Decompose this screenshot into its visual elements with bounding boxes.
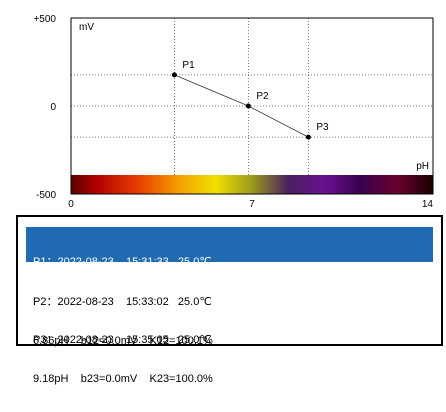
chart-svg: P1 P2 P3 +500 0 -500 0 7 14 mV pH bbox=[33, 14, 434, 210]
x-tick-label: 7 bbox=[249, 199, 255, 210]
x-tick-label: 14 bbox=[422, 199, 434, 210]
entry-p3-line1: P3：2022-08-23 15:35:05 25.0℃ bbox=[33, 334, 212, 346]
entry-p1-line1: P1：2022-08-23 15:31:33 25.0℃ bbox=[33, 256, 212, 268]
entry-p3-line2: 9.18pH b23=0.0mV K23=100.0% bbox=[33, 373, 213, 385]
x-tick-label: 0 bbox=[68, 199, 74, 210]
point-label-p3: P3 bbox=[316, 122, 329, 133]
calibration-list: P1：2022-08-23 15:31:33 25.0℃ 4.00pH P2：2… bbox=[16, 215, 443, 385]
plot-frame bbox=[70, 17, 434, 195]
point-p3 bbox=[305, 134, 311, 140]
point-p2 bbox=[245, 103, 251, 109]
calibration-entry-p1[interactable]: P1：2022-08-23 15:31:33 25.0℃ 4.00pH bbox=[26, 227, 433, 307]
point-label-p1: P1 bbox=[182, 60, 195, 71]
calibration-entry-p3[interactable]: P3：2022-08-23 15:35:05 25.0℃ 9.18pH b23=… bbox=[26, 305, 433, 385]
y-tick-label: 0 bbox=[50, 102, 56, 113]
y-tick-label: -500 bbox=[36, 190, 56, 201]
point-label-p2: P2 bbox=[256, 91, 269, 102]
x-axis-label: pH bbox=[416, 161, 429, 172]
ph-color-bar bbox=[71, 175, 433, 194]
calibration-chart: P1 P2 P3 +500 0 -500 0 7 14 mV pH bbox=[33, 14, 434, 210]
entry-p2-line2: 6.86pH b12=0.0mV K12=100.1% bbox=[33, 335, 213, 347]
point-p1 bbox=[171, 72, 177, 78]
entry-p2-line1: P2：2022-08-23 15:33:02 25.0℃ bbox=[33, 296, 212, 308]
y-axis-label: mV bbox=[79, 22, 94, 33]
y-tick-label: +500 bbox=[33, 14, 56, 25]
entry-p1-line2: 4.00pH bbox=[33, 295, 69, 307]
calibration-entry-p2[interactable]: P2：2022-08-23 15:33:02 25.0℃ 6.86pH b12=… bbox=[26, 267, 433, 347]
